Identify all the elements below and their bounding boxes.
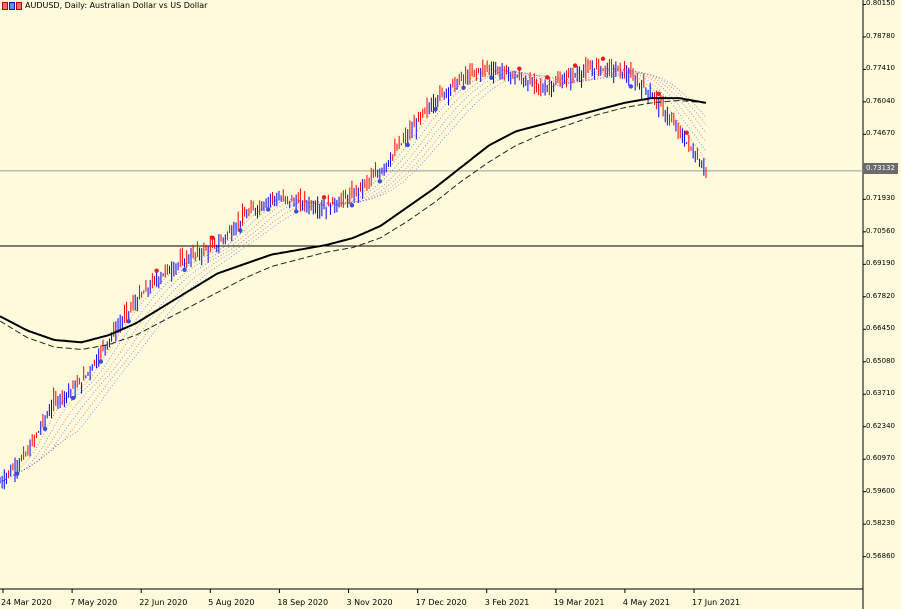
signal-marker xyxy=(98,359,104,364)
ribbon-ma-line xyxy=(0,67,707,483)
signal-marker xyxy=(210,235,215,240)
signal-marker xyxy=(321,195,327,200)
signal-marker xyxy=(572,63,578,68)
time-tick-label: 3 Nov 2020 xyxy=(346,598,393,607)
signal-marker xyxy=(405,142,410,148)
signal-marker xyxy=(238,228,243,233)
signal-marker xyxy=(14,471,20,476)
signal-marker xyxy=(377,179,383,184)
signal-marker xyxy=(600,56,606,61)
current-price-label: 0.73132 xyxy=(863,163,898,174)
signal-marker xyxy=(293,209,299,214)
time-tick-label: 3 Feb 2021 xyxy=(484,598,530,607)
signal-marker xyxy=(349,203,355,208)
signal-marker xyxy=(517,66,522,71)
price-tick-label: 0.69190 xyxy=(866,259,895,268)
time-tick-label: 7 May 2020 xyxy=(70,598,118,607)
time-tick-label: 22 Jun 2020 xyxy=(139,598,188,607)
candles xyxy=(0,57,707,490)
price-tick-label: 0.77410 xyxy=(866,64,895,73)
signal-markers xyxy=(14,56,689,476)
time-tick-label: 4 May 2021 xyxy=(622,598,670,607)
ribbon-ma-line xyxy=(0,70,707,483)
signal-marker xyxy=(628,84,634,89)
price-tick-label: 0.67820 xyxy=(866,291,895,300)
price-tick-label: 0.63710 xyxy=(866,389,895,398)
signal-marker xyxy=(70,395,76,401)
time-tick-label: 19 Mar 2021 xyxy=(553,598,605,607)
ribbon-ma-line xyxy=(0,68,707,483)
price-tick-label: 0.66450 xyxy=(866,324,895,333)
time-tick-label: 24 Mar 2020 xyxy=(1,598,52,607)
time-tick-label: 5 Aug 2020 xyxy=(208,598,255,607)
time-tick-label: 17 Jun 2021 xyxy=(692,598,741,607)
price-tick-label: 0.70560 xyxy=(866,226,895,235)
price-tick-label: 0.60970 xyxy=(866,454,895,463)
price-tick-label: 0.76040 xyxy=(866,96,895,105)
chart-title: AUDUSD, Daily: Australian Dollar vs US D… xyxy=(2,1,207,10)
ribbon-ma-line xyxy=(0,69,707,483)
dashed-ma-line xyxy=(0,99,707,350)
price-tick-label: 0.58230 xyxy=(866,519,895,528)
price-tick-label: 0.80150 xyxy=(866,0,895,8)
signal-marker xyxy=(126,319,131,324)
signal-marker xyxy=(182,267,187,273)
signal-marker xyxy=(266,207,271,212)
chart-title-text: AUDUSD, Daily: Australian Dollar vs US D… xyxy=(25,1,208,10)
price-tick-label: 0.71930 xyxy=(866,194,895,203)
signal-marker xyxy=(684,130,689,135)
moving-averages xyxy=(0,97,707,350)
price-tick-label: 0.78780 xyxy=(866,31,895,40)
signal-marker xyxy=(489,75,494,80)
signal-marker xyxy=(154,268,159,273)
signal-marker xyxy=(42,426,48,432)
chart-frame xyxy=(0,0,866,609)
signal-marker xyxy=(433,106,438,112)
time-tick-label: 17 Dec 2020 xyxy=(415,598,467,607)
ma-ribbon xyxy=(0,67,707,483)
price-tick-label: 0.62340 xyxy=(866,421,895,430)
signal-marker xyxy=(656,91,661,96)
solid-ma-line xyxy=(0,97,707,344)
price-tick-label: 0.56860 xyxy=(866,551,895,560)
time-tick-label: 18 Sep 2020 xyxy=(277,598,329,607)
ribbon-ma-line xyxy=(0,72,707,483)
signal-marker xyxy=(545,75,550,80)
chart-type-icon xyxy=(2,1,22,10)
price-tick-label: 0.59600 xyxy=(866,486,895,495)
signal-marker xyxy=(461,85,466,90)
price-tick-label: 0.74670 xyxy=(866,129,895,138)
ribbon-ma-line xyxy=(0,71,707,483)
price-tick-label: 0.65080 xyxy=(866,356,895,365)
